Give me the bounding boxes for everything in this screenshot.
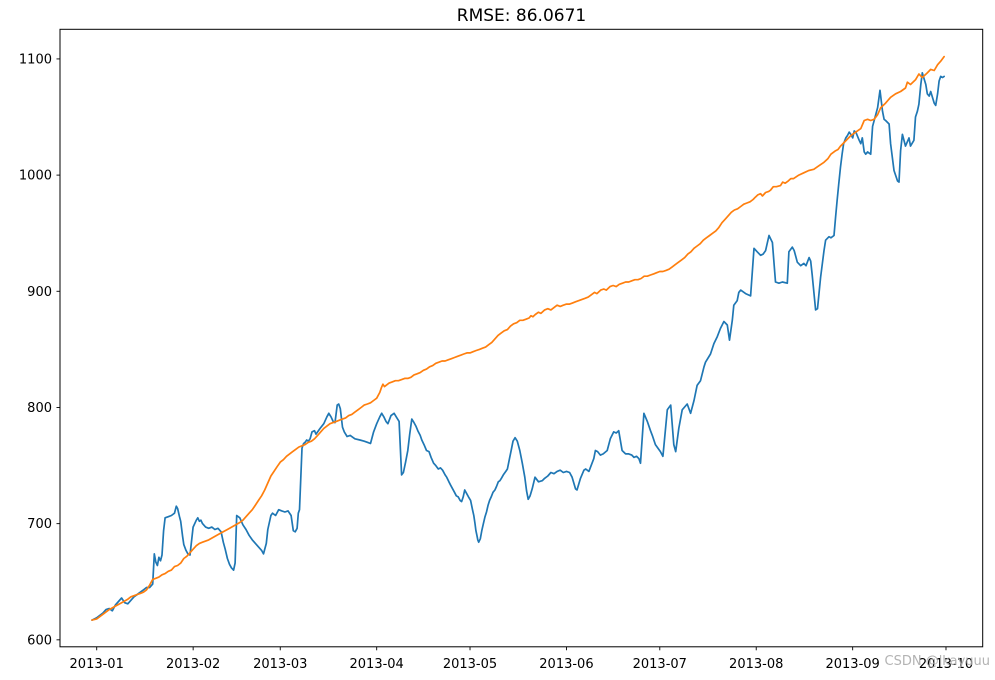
x-tick-label: 2013-01 (70, 657, 124, 672)
x-tick-label: 2013-08 (729, 657, 783, 672)
y-tick-label: 1000 (19, 169, 52, 184)
x-tick-label: 2013-02 (166, 657, 220, 672)
x-tick-label: 2013-05 (443, 657, 497, 672)
x-tick-label: 2013-07 (633, 657, 687, 672)
plot-border (59, 28, 984, 648)
x-tick-label: 2013-06 (539, 657, 593, 672)
y-tick-label: 600 (27, 633, 52, 648)
series-orange-line (91, 55, 945, 621)
y-tick-label: 900 (27, 285, 52, 300)
y-tick-label: 1100 (19, 52, 52, 67)
y-tick-label: 700 (27, 517, 52, 532)
x-tick-label: 2013-09 (825, 657, 879, 672)
x-tick-label: 2013-03 (253, 657, 307, 672)
chart-title: RMSE: 86.0671 (456, 6, 587, 26)
series-blue-line (91, 72, 945, 621)
x-tick-label: 2013-04 (350, 657, 404, 672)
y-tick-label: 800 (27, 401, 52, 416)
x-tick-label: 2013-10 (919, 657, 973, 672)
